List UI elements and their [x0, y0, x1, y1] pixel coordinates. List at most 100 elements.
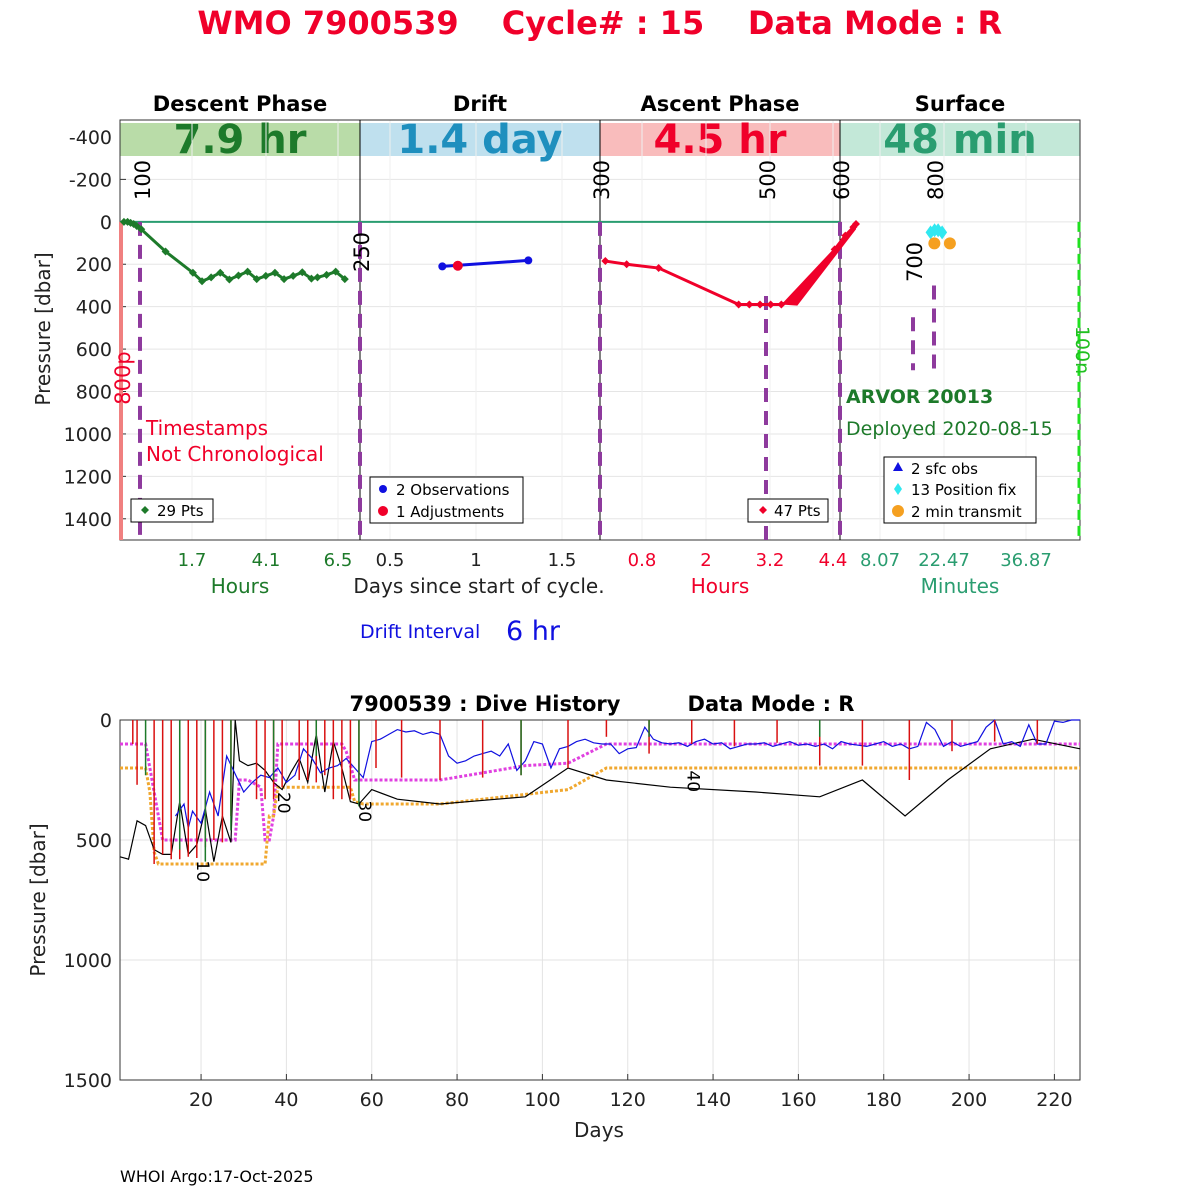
ascent-point: [830, 245, 839, 254]
descent-point: [307, 274, 316, 283]
ascent-legend-label: 47 Pts: [774, 502, 821, 520]
history-xtick-label: 80: [445, 1089, 469, 1111]
ascent-legend: 47 Pts: [747, 498, 829, 523]
ascent-point: [841, 231, 850, 240]
surface-transmit-point: [943, 237, 956, 250]
drift-legend: 2 Observations 1 Adjustments: [369, 476, 524, 524]
ascent-point: [809, 275, 818, 284]
warning-line-2: Not Chronological: [146, 442, 324, 466]
descent-point: [243, 267, 252, 276]
phase-xtick-label: 22.47: [918, 550, 970, 571]
drift-interval-label: Drift Interval: [360, 621, 480, 643]
descent-point: [234, 271, 243, 280]
ascent-point: [852, 219, 860, 228]
ascent-point: [654, 264, 663, 273]
title-wmo: WMO 7900539: [197, 4, 458, 42]
history-series-line-3: [174, 718, 1080, 829]
event-marker-label: 300: [590, 160, 614, 200]
top-ytick-label: -200: [69, 169, 112, 191]
descent-point: [289, 271, 298, 280]
ascent-point: [745, 300, 754, 309]
phase-band-2: [600, 123, 840, 156]
phase-xtick-label: 8.07: [860, 550, 900, 571]
footer-credit: WHOI Argo:17-Oct-2025: [120, 1167, 314, 1186]
history-xtick-label: 60: [360, 1089, 384, 1111]
phase-xtick-label: 4.1: [252, 550, 281, 571]
history-xtick-label: 200: [951, 1089, 987, 1111]
history-xtick-label: 40: [274, 1089, 298, 1111]
phase-title: Surface: [915, 92, 1005, 116]
descent-point: [225, 275, 234, 284]
phase-band-0: [120, 123, 360, 156]
surface-legend-sfc: 2 sfc obs: [911, 460, 978, 478]
phase-xtick-label: 4.4: [819, 550, 848, 571]
descent-series-line: [123, 220, 346, 283]
phase-xtick-label: 36.87: [1000, 550, 1052, 571]
descent-point: [261, 271, 270, 280]
dive-history-chart: 20 40 60 80 100 120 140 160 180 200 220 0 500 1000 150…: [64, 710, 1081, 1111]
history-cycle-label: 10: [192, 860, 212, 882]
phase-xtick-label: 1.7: [178, 550, 207, 571]
history-xtick-label: 180: [866, 1089, 902, 1111]
descent-point: [198, 277, 207, 286]
phase-xtick-label: 0.5: [376, 550, 405, 571]
descent-point: [252, 275, 261, 284]
dive-history-xlabel: Days: [574, 1118, 624, 1142]
descent-legend: 29 Pts: [130, 498, 214, 523]
top-xlabel: Days since start of cycle.: [353, 574, 604, 598]
descent-point: [188, 268, 197, 277]
history-ytick-label: 1500: [64, 1070, 112, 1092]
phase-title: Ascent Phase: [641, 92, 800, 116]
ascent-point: [798, 287, 807, 296]
top-ylabel: Pressure [dbar]: [31, 252, 55, 405]
surface-legend-fix: 13 Position fix: [911, 481, 1016, 499]
history-cycle-label: 30: [354, 800, 374, 822]
top-ytick-label: 800: [76, 382, 112, 404]
phase-duration: 7.9 hr: [174, 117, 307, 163]
history-cycle-label: 20: [273, 792, 293, 814]
ascent-point: [622, 260, 631, 269]
top-ytick-label: 0: [100, 212, 112, 234]
history-xtick-label: 20: [189, 1089, 213, 1111]
descent-point: [161, 247, 170, 256]
drift-adjustment-point: [452, 260, 463, 271]
phase-title: Drift: [453, 92, 507, 116]
phase-xtick-label: 1.5: [548, 550, 577, 571]
event-marker-label: 250: [350, 232, 374, 272]
ascent-point: [756, 300, 764, 309]
descent-point: [216, 268, 225, 277]
left-marker-label: 800p: [111, 351, 135, 404]
history-axes-frame: [119, 719, 1081, 1081]
descent-point: [280, 275, 289, 284]
top-ytick-label: 1200: [64, 466, 112, 488]
history-xtick-label: 140: [695, 1089, 731, 1111]
phase-title: Descent Phase: [153, 92, 327, 116]
drift-observation-point: [438, 262, 447, 271]
phase-xtick-label: 0.8: [628, 550, 657, 571]
surface-position-fix: [937, 225, 948, 240]
history-xtick-label: 220: [1036, 1089, 1072, 1111]
ascent-point: [766, 300, 775, 309]
top-ytick-label: 200: [76, 254, 112, 276]
ascent-dense-band: [781, 225, 856, 306]
event-marker-label: 100: [131, 160, 155, 200]
phase-unit-label: Minutes: [921, 574, 1000, 598]
descent-point: [331, 267, 340, 276]
dive-history-title-right: Data Mode : R: [688, 692, 855, 716]
history-xtick-label: 100: [524, 1089, 560, 1111]
phase-band-1: [360, 123, 600, 156]
top-ytick-label: 1400: [64, 509, 112, 531]
descent-point: [270, 268, 279, 277]
title-cycle: Cycle# : 15: [502, 4, 704, 42]
ascent-point: [734, 300, 743, 309]
phase-unit-label: Hours: [691, 574, 750, 598]
history-ytick-label: 1000: [64, 950, 112, 972]
event-marker-label: 800: [924, 160, 948, 200]
ascent-point: [601, 257, 610, 266]
history-ytick-label: 500: [76, 830, 112, 852]
surface-legend-transmit: 2 min transmit: [911, 503, 1022, 521]
event-marker-label: 700: [903, 242, 927, 282]
phase-duration: 1.4 day: [397, 117, 562, 163]
event-marker-label: 600: [830, 160, 854, 200]
title-data-mode: Data Mode : R: [748, 4, 1002, 42]
